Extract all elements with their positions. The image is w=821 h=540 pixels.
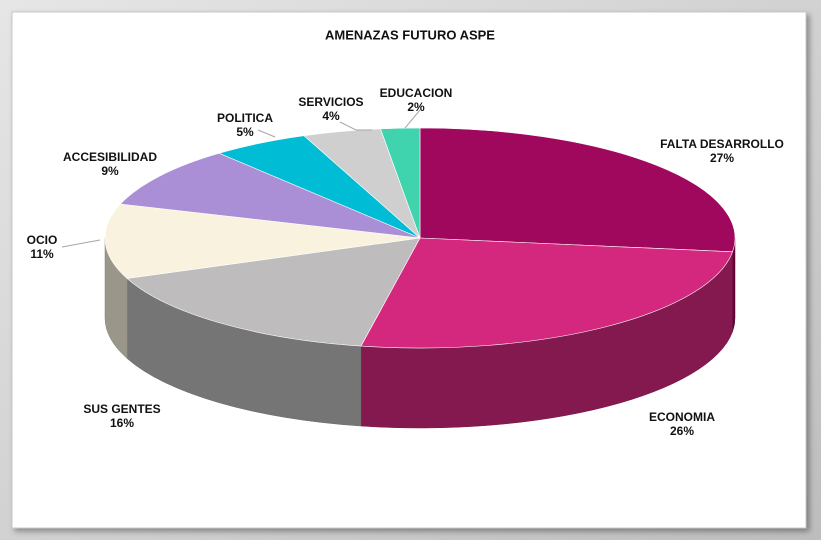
slice-label: FALTA DESARROLLO: [660, 137, 784, 151]
slice-value-label: 11%: [30, 247, 54, 261]
leader-line: [339, 121, 372, 131]
slice-value-label: 26%: [670, 424, 694, 438]
slice-label: OCIO: [27, 233, 58, 247]
slice: [380, 127, 421, 239]
slice: [126, 237, 421, 347]
slice-value-label: 27%: [710, 151, 734, 165]
slice-label: EDUCACION: [380, 86, 453, 100]
chart-title: AMENAZAS FUTURO ASPE: [325, 27, 495, 42]
slice: [104, 203, 421, 279]
slice-label: SUS GENTES: [83, 402, 160, 416]
pie: [104, 127, 736, 429]
slice-label: ACCESIBILIDAD: [63, 150, 157, 164]
slice-label: POLITICA: [217, 111, 273, 125]
slice: [419, 127, 736, 253]
slice-label: ECONOMIA: [649, 410, 715, 424]
slice-side: [732, 237, 736, 332]
slice-value-label: 4%: [322, 109, 340, 123]
slice-value-label: 9%: [101, 164, 119, 178]
leader-line: [61, 239, 101, 248]
slice: [360, 237, 733, 349]
slice-value-label: 2%: [407, 100, 425, 114]
slice-value-label: 16%: [110, 416, 134, 430]
slice: [119, 152, 421, 239]
leader-line: [257, 129, 276, 138]
slice-label: SERVICIOS: [298, 95, 363, 109]
slice-value-label: 5%: [236, 125, 254, 139]
leader-line: [404, 109, 421, 129]
